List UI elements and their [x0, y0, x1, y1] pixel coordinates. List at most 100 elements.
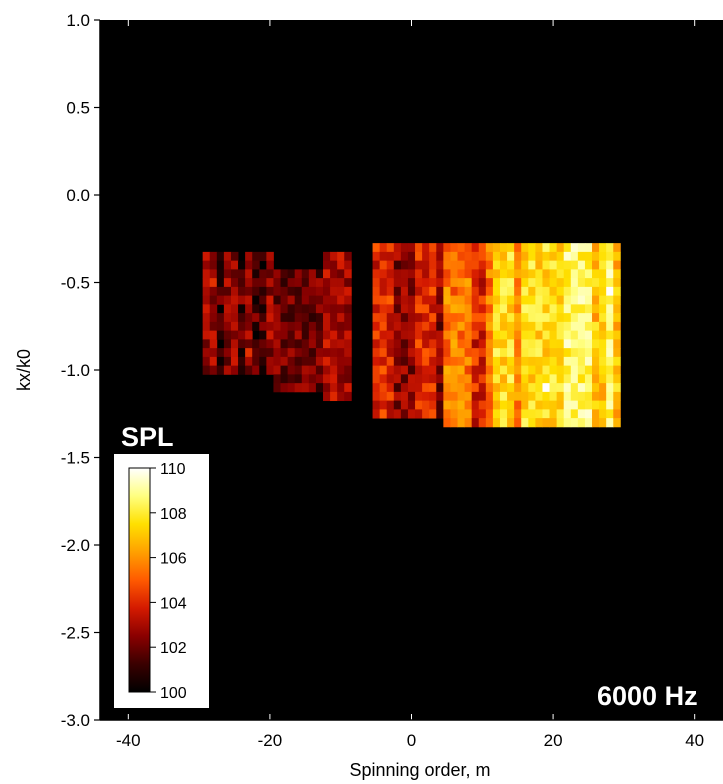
heatmap-cell — [238, 330, 246, 340]
heatmap-cell — [556, 243, 565, 253]
x-tick-label: 20 — [544, 731, 563, 750]
heatmap-cell — [485, 278, 494, 288]
heatmap-cell — [535, 243, 543, 253]
heatmap-cell — [223, 304, 232, 314]
heatmap-cell — [613, 269, 621, 279]
heatmap-cell — [556, 321, 565, 332]
heatmap-cell — [280, 313, 289, 323]
heatmap-cell — [386, 286, 395, 297]
heatmap-cell — [549, 418, 558, 428]
heatmap-cell — [429, 356, 437, 367]
heatmap-cell — [400, 286, 409, 297]
heatmap-cell — [549, 321, 558, 332]
heatmap-cell — [301, 313, 310, 323]
heatmap-cell — [499, 304, 508, 314]
heatmap-cell — [308, 286, 317, 297]
heatmap-cell — [499, 356, 508, 367]
heatmap-cell — [549, 243, 558, 253]
heatmap-cell — [294, 383, 303, 393]
heatmap-cell — [407, 251, 416, 262]
heatmap-cell — [521, 269, 529, 279]
heatmap-cell — [549, 260, 558, 270]
heatmap-cell — [230, 269, 239, 279]
heatmap-cell — [528, 260, 536, 270]
heatmap-cell — [549, 348, 558, 358]
heatmap-cell — [528, 339, 536, 349]
heatmap-cell — [386, 383, 395, 393]
heatmap-cell — [330, 391, 338, 402]
heatmap-cell — [478, 348, 487, 358]
heatmap-cell — [379, 348, 388, 358]
heatmap-cell — [528, 330, 536, 340]
heatmap-cell — [549, 365, 558, 375]
heatmap-cell — [230, 295, 239, 305]
heatmap-cell — [245, 348, 253, 358]
heatmap-cell — [287, 365, 296, 375]
heatmap-cell — [577, 251, 586, 262]
heatmap-cell — [485, 418, 494, 428]
heatmap-cell — [535, 365, 543, 375]
heatmap-cell — [457, 391, 465, 402]
heatmap-cell — [464, 356, 473, 367]
heatmap-cell — [599, 391, 607, 402]
heatmap-cell — [563, 313, 572, 323]
heatmap-cell — [393, 409, 402, 419]
heatmap-cell — [599, 260, 607, 270]
heatmap-cell — [450, 286, 458, 297]
heatmap-cell — [238, 278, 246, 288]
heatmap-cell — [330, 260, 338, 270]
heatmap-cell — [549, 356, 558, 367]
heatmap-cell — [563, 321, 572, 332]
heatmap-cell — [301, 295, 310, 305]
heatmap-cell — [542, 356, 550, 367]
heatmap-cell — [542, 278, 550, 288]
heatmap-cell — [613, 295, 621, 305]
heatmap-cell — [599, 409, 607, 419]
heatmap-cell — [570, 365, 579, 375]
heatmap-cell — [238, 295, 246, 305]
heatmap-cell — [528, 365, 536, 375]
heatmap-cell — [202, 313, 211, 323]
heatmap-cell — [209, 286, 218, 297]
heatmap-cell — [209, 295, 218, 305]
heatmap-cell — [259, 251, 267, 262]
heatmap-cell — [202, 330, 211, 340]
heatmap-cell — [549, 409, 558, 419]
heatmap-cell — [514, 269, 522, 279]
heatmap-cell — [478, 295, 487, 305]
heatmap-cell — [457, 243, 465, 253]
heatmap-cell — [407, 260, 416, 270]
heatmap-cell — [344, 295, 352, 305]
heatmap-cell — [315, 304, 324, 314]
heatmap-cell — [471, 304, 480, 314]
heatmap-cell — [344, 365, 352, 375]
heatmap-cell — [528, 409, 536, 419]
heatmap-cell — [223, 339, 232, 349]
heatmap-cell — [606, 269, 614, 279]
heatmap-cell — [514, 374, 522, 384]
colorbar-panel — [114, 454, 209, 708]
heatmap-cell — [252, 356, 260, 367]
heatmap-cell — [528, 278, 536, 288]
heatmap-cell — [266, 356, 274, 367]
heatmap-cells — [202, 243, 621, 428]
heatmap-cell — [429, 348, 437, 358]
heatmap-cell — [535, 356, 543, 367]
heatmap-cell — [443, 348, 451, 358]
heatmap-cell — [315, 348, 324, 358]
heatmap-cell — [613, 383, 621, 393]
heatmap-cell — [492, 278, 501, 288]
heatmap-cell — [492, 409, 501, 419]
heatmap-cell — [252, 304, 260, 314]
heatmap-cell — [400, 269, 409, 279]
heatmap-cell — [230, 251, 239, 262]
heatmap-cell — [584, 365, 593, 375]
heatmap-cell — [492, 243, 501, 253]
heatmap-cell — [422, 243, 430, 253]
heatmap-cell — [294, 374, 303, 384]
heatmap-cell — [315, 269, 324, 279]
heatmap-cell — [507, 409, 515, 419]
heatmap-cell — [301, 365, 310, 375]
heatmap-cell — [471, 313, 480, 323]
heatmap-cell — [287, 330, 296, 340]
